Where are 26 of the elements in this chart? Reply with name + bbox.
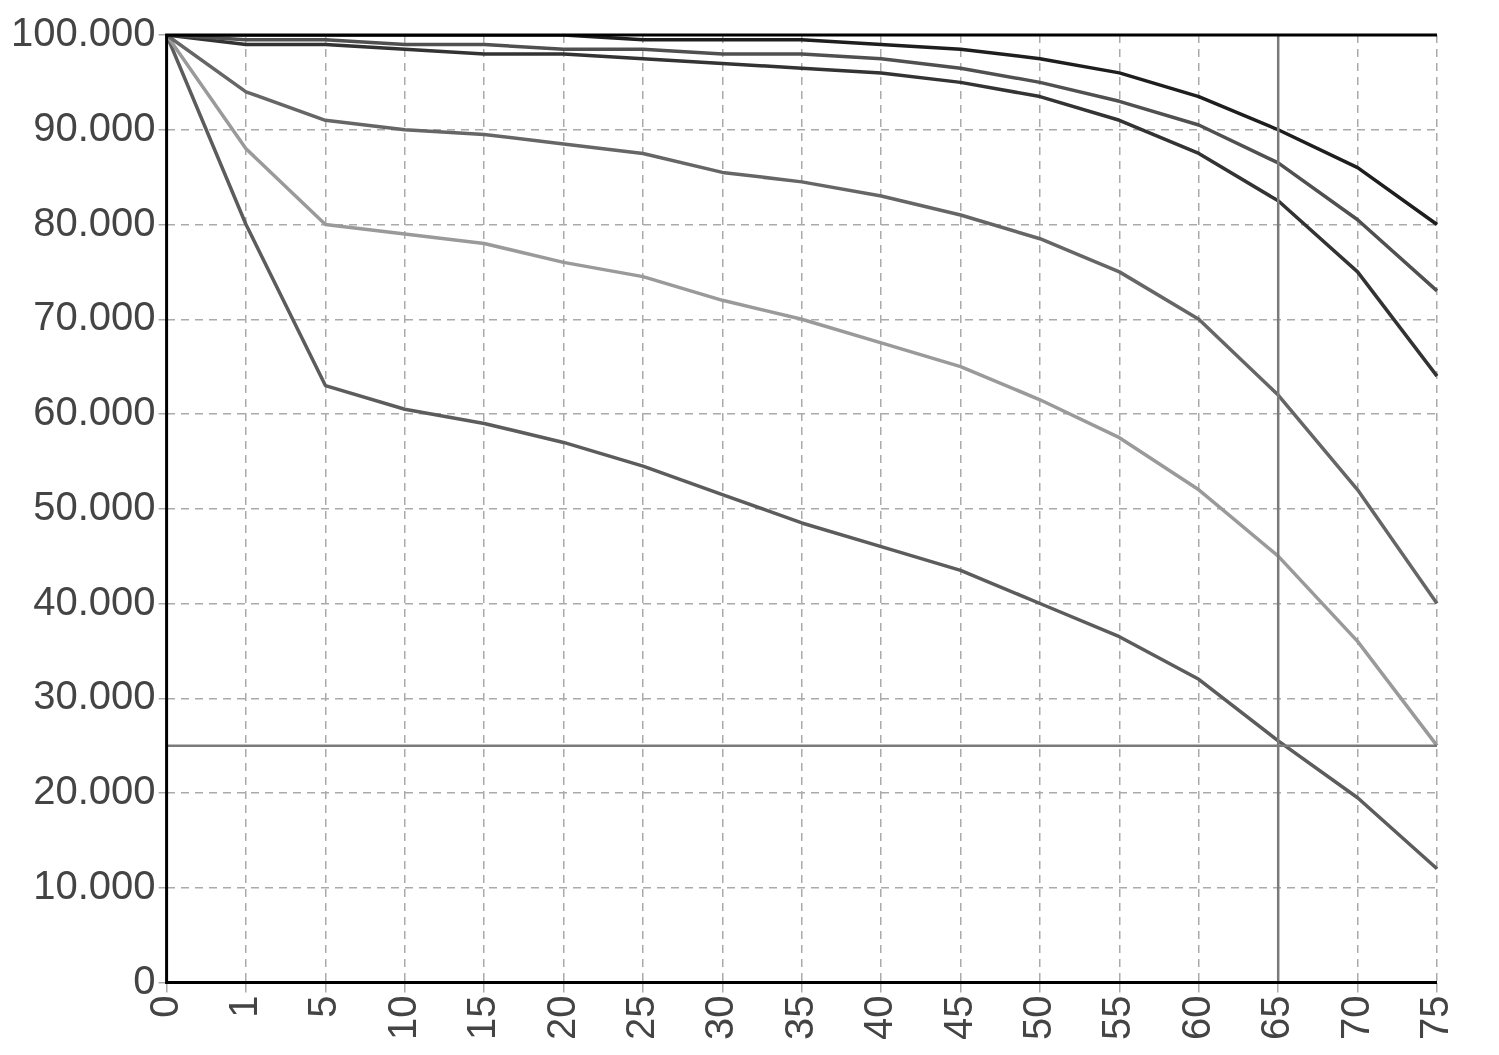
x-tick-label: 1	[221, 995, 266, 1018]
x-tick-label: 15	[459, 995, 504, 1041]
x-tick-label: 50	[1015, 995, 1060, 1041]
x-tick-label: 20	[538, 995, 583, 1041]
y-tick-label: 80.000	[33, 199, 156, 244]
x-tick-label: 45	[935, 995, 980, 1041]
x-tick-label: 60	[1173, 995, 1218, 1041]
x-tick-label: 35	[776, 995, 821, 1041]
y-tick-label: 90.000	[33, 104, 156, 149]
y-tick-label: 20.000	[33, 768, 156, 813]
x-tick-label: 55	[1094, 995, 1139, 1041]
y-tick-label: 70.000	[33, 294, 156, 339]
x-tick-label: 65	[1253, 995, 1298, 1041]
y-tick-label: 10.000	[33, 862, 156, 907]
x-tick-label: 5	[300, 995, 345, 1018]
x-tick-label: 30	[697, 995, 742, 1041]
y-tick-label: 40.000	[33, 578, 156, 623]
y-tick-label: 30.000	[33, 673, 156, 718]
x-tick-label: 70	[1332, 995, 1377, 1041]
y-tick-label: 100.000	[11, 10, 156, 55]
x-tick-label: 75	[1412, 995, 1457, 1041]
x-tick-label: 40	[856, 995, 901, 1041]
x-tick-label: 25	[618, 995, 663, 1041]
y-tick-label: 60.000	[33, 389, 156, 434]
x-tick-label: 10	[379, 995, 424, 1041]
y-tick-label: 50.000	[33, 483, 156, 528]
